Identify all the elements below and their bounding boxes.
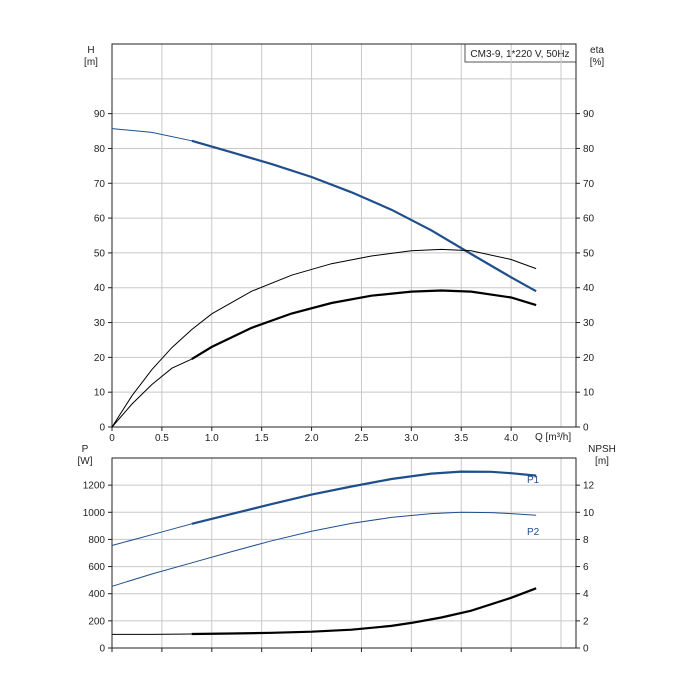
- top-right-tick-label: 20: [583, 353, 595, 364]
- bottom-right-tick-label: 0: [583, 644, 589, 655]
- series-label-p2: P2: [527, 527, 540, 538]
- bottom-series-1-line: [111, 511, 537, 587]
- top-left-tick-label: 90: [94, 109, 106, 120]
- top-plot-frame: [111, 43, 577, 428]
- top-series-1-line: [111, 248, 537, 428]
- series-label-p1: P1: [527, 475, 540, 486]
- x-axis-label: Q [m³/h]: [535, 432, 571, 443]
- bottom-right-tick-label: 12: [583, 481, 595, 492]
- top-left-tick-label: 0: [99, 423, 105, 434]
- bottom-right-tick-label: 2: [583, 616, 589, 627]
- top-series-2-operating-range: [191, 289, 537, 361]
- bottom-right-axis-name: NPSH: [588, 444, 616, 455]
- top-right-tick-label: 30: [583, 318, 595, 329]
- bottom-left-tick-label: 400: [88, 589, 105, 600]
- x-tick-label: 4.0: [504, 433, 518, 444]
- top-left-tick-label: 50: [94, 248, 106, 259]
- x-tick-label: 2.5: [355, 433, 369, 444]
- top-right-tick-label: 0: [583, 423, 589, 434]
- top-series-2-line: [111, 289, 537, 428]
- top-right-tick-label: 10: [583, 388, 595, 399]
- bottom-left-tick-label: 800: [88, 535, 105, 546]
- bottom-right-tick-label: 10: [583, 508, 595, 519]
- top-right-tick-label: 50: [583, 248, 595, 259]
- x-tick-label: 2.0: [305, 433, 319, 444]
- top-series-0-operating-range: [191, 139, 537, 293]
- bottom-series-0-line: [111, 471, 537, 546]
- bottom-panel: 0 200 400 600 800 1000 1200 0 2 4 6 8 10 12: [83, 457, 595, 655]
- bottom-left-tick-label: 1000: [83, 508, 106, 519]
- bottom-left-tick-label: 200: [88, 616, 105, 627]
- top-right-axis-name: eta: [590, 45, 604, 56]
- bottom-right-tick-label: 6: [583, 562, 589, 573]
- bottom-left-tick-label: 0: [99, 644, 105, 655]
- top-left-tick-label: 10: [94, 388, 106, 399]
- top-right-tick-label: 60: [583, 214, 595, 225]
- x-tick-label: 3.0: [404, 433, 418, 444]
- top-panel: 0 10 20 30 40 50 60 70 80 90 0 10 20 30 40 50 60 70 80 90 0 0…: [94, 43, 595, 444]
- bottom-plot-frame: [111, 457, 577, 649]
- top-left-axis-unit: [m]: [84, 57, 98, 68]
- top-right-tick-label: 70: [583, 179, 595, 190]
- x-tick-label: 0.5: [155, 433, 169, 444]
- bottom-right-tick-label: 4: [583, 589, 589, 600]
- bottom-right-axis-unit: [m]: [595, 456, 609, 467]
- top-left-axis-name: H: [87, 45, 94, 56]
- bottom-series-2-operating-range: [191, 587, 537, 636]
- top-left-tick-label: 70: [94, 179, 106, 190]
- bottom-right-tick-label: 8: [583, 535, 589, 546]
- top-left-tick-label: 20: [94, 353, 106, 364]
- top-left-tick-label: 30: [94, 318, 106, 329]
- x-tick-label: 3.5: [454, 433, 468, 444]
- top-right-tick-label: 40: [583, 283, 595, 294]
- bottom-left-axis-unit: [W]: [78, 456, 93, 467]
- bottom-series-0-operating-range: [191, 470, 537, 525]
- curve-title: CM3-9, 1*220 V, 50Hz: [470, 49, 569, 60]
- top-right-tick-label: 90: [583, 109, 595, 120]
- x-tick-label: 0: [109, 433, 115, 444]
- top-left-tick-label: 40: [94, 283, 106, 294]
- top-series-0-line: [111, 128, 537, 292]
- bottom-left-tick-label: 1200: [83, 481, 106, 492]
- top-left-tick-label: 80: [94, 144, 106, 155]
- x-tick-label: 1.5: [255, 433, 269, 444]
- top-right-tick-label: 80: [583, 144, 595, 155]
- top-left-tick-label: 60: [94, 214, 106, 225]
- bottom-left-tick-label: 600: [88, 562, 105, 573]
- x-tick-label: 1.0: [205, 433, 219, 444]
- bottom-left-axis-name: P: [82, 444, 89, 455]
- top-right-axis-unit: [%]: [590, 57, 605, 68]
